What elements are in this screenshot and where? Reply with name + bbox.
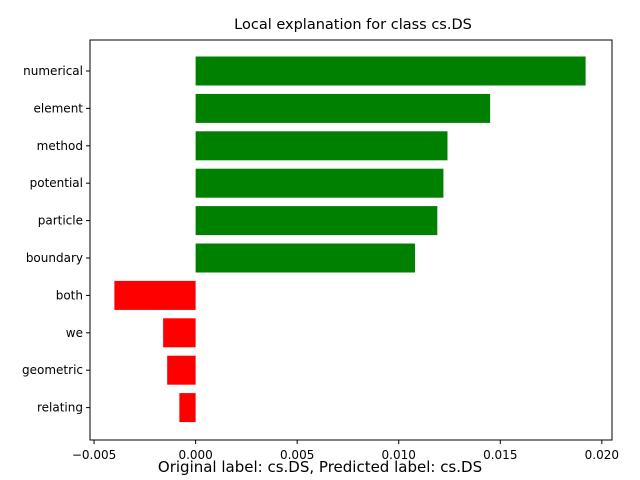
y-tick-label-numerical: numerical — [23, 64, 83, 78]
x-tick-label: 0.010 — [382, 448, 416, 462]
plot-frame — [89, 39, 613, 441]
y-tick-label-geometric: geometric — [22, 363, 83, 377]
prediction-caption: Original label: cs.DS, Predicted label: … — [157, 458, 483, 476]
x-tick-label: 0.015 — [483, 448, 517, 462]
bar-numerical — [195, 56, 586, 86]
bar-both — [114, 280, 196, 310]
bar-particle — [195, 206, 438, 236]
x-tick-label: 0.005 — [280, 448, 314, 462]
y-tick-label-relating: relating — [37, 401, 83, 415]
bar-we — [163, 318, 196, 348]
y-tick-label-potential: potential — [30, 176, 83, 190]
x-axis: −0.005 0.000 0.005 0.010 0.015 0.020 — [72, 440, 619, 462]
x-tick-label: 0.000 — [178, 448, 212, 462]
bar-method — [195, 131, 448, 161]
x-tick-label: 0.020 — [585, 448, 619, 462]
y-tick-label-particle: particle — [38, 214, 83, 228]
y-tick-label-boundary: boundary — [26, 251, 83, 265]
bar-relating — [179, 393, 196, 423]
y-tick-label-element: element — [34, 101, 84, 115]
bar-element — [195, 93, 491, 123]
y-tick-label-method: method — [37, 139, 83, 153]
bar-geometric — [167, 355, 196, 385]
x-tick-label: −0.005 — [72, 448, 116, 462]
y-axis: numerical element method potential particle b… — [22, 64, 90, 415]
bar-potential — [195, 168, 444, 198]
chart-title: Local explanation for class cs.DS — [234, 17, 472, 33]
bars-group — [114, 56, 586, 423]
bar-boundary — [195, 243, 415, 273]
y-tick-label-both: both — [56, 288, 83, 302]
y-tick-label-we: we — [66, 326, 83, 340]
